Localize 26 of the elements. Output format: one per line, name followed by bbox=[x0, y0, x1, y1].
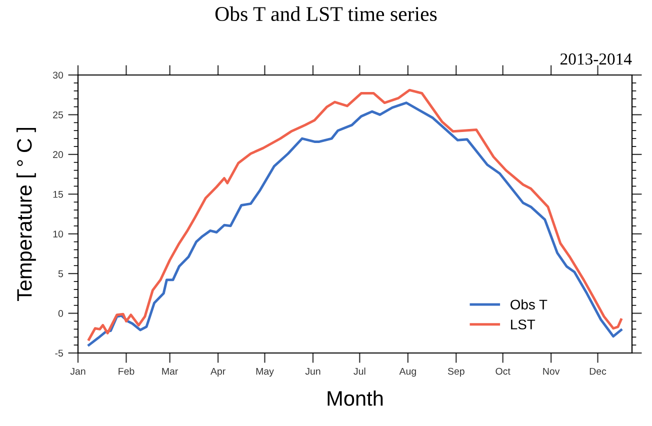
x-tick-label: Jan bbox=[70, 368, 86, 375]
chart-subtitle: 2013-2014 bbox=[560, 53, 632, 65]
y-tick-label: 0 bbox=[58, 310, 64, 317]
x-axis-title: Month bbox=[328, 390, 383, 406]
x-tick-label: Dec bbox=[590, 368, 606, 375]
x-tick-label: Nov bbox=[543, 368, 560, 375]
x-tick-label: Sep bbox=[448, 368, 464, 377]
x-tick-label: Oct bbox=[496, 368, 510, 375]
x-tick-label: Feb bbox=[118, 368, 134, 375]
x-tick-label: Jun bbox=[305, 368, 320, 375]
chart-title: Obs T and LST time series bbox=[215, 6, 437, 22]
y-tick-label: 25 bbox=[53, 111, 64, 118]
x-tick-label: Aug bbox=[399, 368, 416, 377]
y-axis-title: Temperature [ ° C ] bbox=[16, 128, 36, 302]
x-tick-label: Mar bbox=[162, 368, 178, 375]
y-tick-label: 5 bbox=[58, 270, 64, 278]
x-tick-label: Apr bbox=[210, 368, 226, 377]
x-tick-label: Jul bbox=[354, 368, 366, 375]
legend-label: LST bbox=[511, 320, 536, 330]
y-tick-label: 20 bbox=[53, 151, 64, 158]
y-tick-label: -5 bbox=[55, 350, 64, 357]
y-tick-label: 10 bbox=[53, 230, 64, 238]
x-tick-label: May bbox=[256, 368, 274, 377]
legend-label: Obs T bbox=[510, 299, 548, 310]
y-tick-label: 15 bbox=[53, 190, 64, 198]
y-tick-label: 30 bbox=[52, 72, 64, 79]
